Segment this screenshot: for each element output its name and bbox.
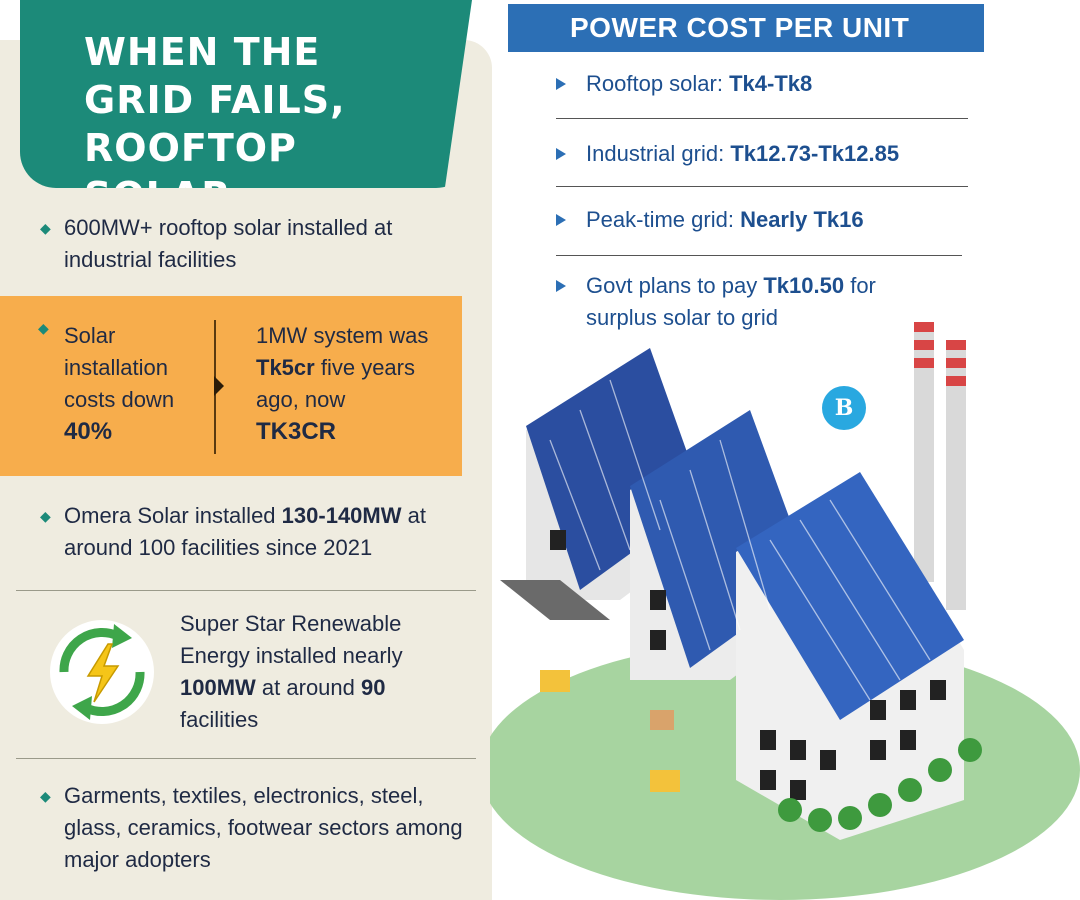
title-banner: WHEN THE GRID FAILS, ROOFTOP SOLAR DELIV… [20,0,472,188]
bullet-sectors: ◆ Garments, textiles, electronics, steel… [40,780,464,876]
cost-item-industrial: Industrial grid: Tk12.73-Tk12.85 [556,138,976,170]
cost-item-surplus: Govt plans to pay Tk10.50 for surplus so… [556,270,916,334]
cost-header-title: POWER COST PER UNIT [570,12,910,43]
divider-line [556,255,962,256]
diamond-bullet-icon: ◆ [40,220,51,236]
triangle-bullet-icon [556,78,566,90]
triangle-bullet-icon [556,280,566,292]
bullet-omera: ◆ Omera Solar installed 130-140MW at aro… [40,500,444,564]
bullet-rooftop-installed: ◆ 600MW+ rooftop solar installed at indu… [40,212,444,276]
divider-line [556,118,968,119]
divider-line [556,186,968,187]
cost-header: POWER COST PER UNIT [508,4,984,52]
diamond-bullet-icon: ◆ [40,788,51,804]
superstar-text: Super Star Renewable Energy installed ne… [180,611,403,732]
page-title: WHEN THE GRID FAILS, ROOFTOP SOLAR DELIV… [84,30,346,188]
solar-factory-illustration [490,322,1080,900]
cost-reduction-band: ◆ Solar installation costs down 40% 1MW … [0,296,462,476]
publisher-logo: B [822,386,866,430]
bullet-text: 600MW+ rooftop solar installed at indust… [64,215,393,272]
arrow-right-icon [214,376,224,396]
triangle-bullet-icon [556,148,566,160]
diamond-bullet-icon: ◆ [40,508,51,524]
diamond-bullet-icon: ◆ [38,320,49,336]
system-cost-text: 1MW system was Tk5cr five years ago, now… [256,323,429,445]
cost-item-peak: Peak-time grid: Nearly Tk16 [556,204,976,236]
cost-down-text: Solar installation costs down 40% [64,323,175,445]
old-cost-value: Tk5cr [256,355,315,380]
triangle-bullet-icon [556,214,566,226]
cost-down-value: 40% [64,418,113,445]
renewable-energy-icon [50,620,154,724]
cost-item-rooftop: Rooftop solar: Tk4-Tk8 [556,68,976,100]
new-cost-value: TK3CR [256,418,337,445]
divider-line [16,758,476,759]
divider-line [16,590,476,591]
